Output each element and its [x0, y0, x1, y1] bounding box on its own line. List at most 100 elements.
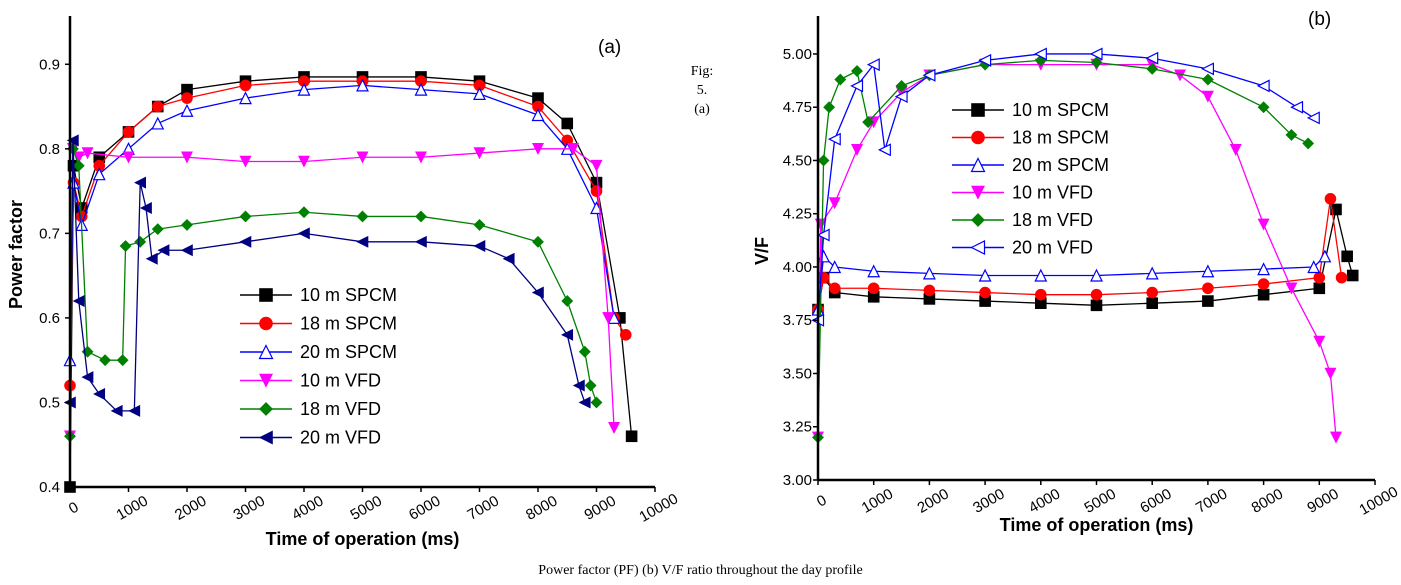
data-point — [867, 282, 880, 295]
data-point — [139, 202, 152, 214]
data-point — [1201, 264, 1215, 278]
data-point — [473, 87, 486, 100]
data-point — [134, 235, 147, 248]
data-point — [1335, 271, 1348, 284]
x-tick-label: 7000 — [465, 492, 502, 523]
data-point — [578, 345, 591, 358]
data-point — [356, 151, 369, 164]
legend: 10 m SPCM 18 m SPCM 20 m SPCM 10 m VFD 18 m … — [240, 285, 397, 448]
y-tick-label: 4.50 — [783, 152, 812, 169]
data-point — [1145, 266, 1159, 280]
data-point — [297, 82, 311, 96]
data-point — [1324, 193, 1337, 205]
data-point — [607, 311, 621, 325]
data-point — [81, 371, 94, 384]
data-point — [151, 116, 165, 130]
legend-marker — [971, 185, 985, 200]
y-axis-label: Power factor — [6, 200, 26, 309]
data-point — [828, 197, 841, 210]
data-point — [1145, 51, 1159, 65]
x-tick-label: 10000 — [636, 490, 681, 526]
data-point — [978, 268, 992, 282]
x-tick-label: 1000 — [859, 485, 896, 516]
figure-caption: Power factor (PF) (b) V/F ratio througho… — [538, 563, 863, 578]
panel-label: (a) — [598, 37, 621, 58]
legend: 10 m SPCM 18 m SPCM 20 m SPCM 10 m VFD 18 m … — [952, 100, 1109, 258]
data-point — [828, 260, 842, 274]
legend-label: 20 m VFD — [300, 428, 381, 448]
data-point — [827, 132, 841, 146]
legend-marker — [259, 288, 273, 302]
data-point — [590, 185, 603, 197]
data-point — [1035, 288, 1047, 301]
data-point — [817, 154, 830, 167]
data-point — [1146, 297, 1158, 309]
data-point — [1324, 367, 1337, 380]
y-tick-label: 4.00 — [783, 259, 812, 276]
data-point — [1346, 269, 1359, 282]
legend-label: 10 m SPCM — [300, 285, 397, 305]
data-point — [356, 210, 369, 223]
y-tick-label: 4.75 — [783, 99, 812, 116]
data-point — [93, 388, 106, 400]
x-tick-label: 0 — [814, 492, 830, 511]
legend-marker — [259, 402, 273, 416]
data-point — [92, 167, 106, 181]
data-point — [473, 218, 486, 231]
data-point — [1090, 56, 1103, 69]
data-point — [923, 284, 936, 297]
x-tick-label: 6000 — [1137, 485, 1174, 516]
x-tick-label: 8000 — [523, 492, 560, 523]
data-point — [877, 143, 891, 157]
data-point — [1306, 111, 1320, 125]
legend-item-6: 20 m VFD — [952, 238, 1093, 258]
x-axis-label: Time of operation (ms) — [266, 529, 460, 549]
side-note-line-1: Fig: — [690, 64, 714, 79]
data-point — [1202, 282, 1214, 295]
series-line — [69, 139, 586, 412]
legend-label: 10 m SPCM — [1012, 100, 1109, 120]
series-3 — [63, 78, 621, 367]
x-tick-label: 10000 — [1356, 483, 1401, 519]
legend-item-4: 10 m VFD — [240, 371, 381, 391]
side-note-line-3: (a) — [694, 102, 710, 117]
legend-label: 18 m VFD — [1012, 210, 1093, 230]
data-point — [561, 328, 574, 341]
legend-item-5: 18 m VFD — [240, 399, 381, 419]
data-point — [473, 147, 486, 160]
data-point — [1090, 268, 1103, 282]
series-line — [69, 148, 615, 437]
y-tick-label: 0.9 — [39, 56, 60, 73]
data-point — [979, 286, 991, 299]
y-tick-label: 0.5 — [39, 394, 60, 411]
data-point — [181, 151, 193, 164]
x-tick-label: 2000 — [914, 485, 951, 516]
data-point — [531, 286, 544, 299]
x-tick-label: 6000 — [406, 492, 443, 523]
data-point — [181, 92, 193, 104]
side-note-line-2: 5. — [696, 83, 708, 98]
data-point — [922, 68, 936, 82]
data-point — [298, 155, 310, 168]
x-tick-label: 9000 — [1304, 485, 1341, 516]
legend-item-6: 20 m VFD — [240, 428, 381, 448]
legend-marker — [971, 103, 985, 117]
data-point — [851, 144, 863, 156]
data-point — [1256, 79, 1270, 93]
x-tick-label: 4000 — [289, 492, 326, 523]
legend-label: 20 m SPCM — [300, 342, 397, 362]
legend-label: 10 m VFD — [1012, 183, 1093, 203]
data-point — [895, 79, 908, 92]
y-tick-label: 5.00 — [783, 46, 812, 63]
data-point — [502, 252, 515, 265]
data-point — [572, 379, 585, 392]
y-tick-label: 3.75 — [783, 312, 812, 329]
data-point — [1285, 282, 1298, 295]
data-point — [851, 65, 863, 77]
data-point — [122, 151, 135, 164]
x-tick-label: 3000 — [231, 492, 268, 523]
data-point — [584, 379, 597, 392]
legend-marker — [970, 240, 986, 255]
data-point — [1302, 137, 1315, 150]
data-point — [602, 312, 615, 325]
